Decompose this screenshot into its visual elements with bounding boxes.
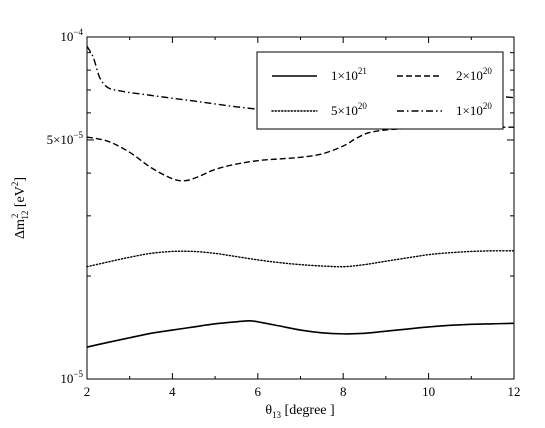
x-tick-label: 10 <box>422 384 435 399</box>
y-label-pre: Δm <box>13 219 28 239</box>
y-label-sub: 12 <box>20 211 30 220</box>
x-tick-label: 2 <box>84 384 91 399</box>
y-label-sup2: 2 <box>10 182 20 187</box>
legend-items: 1×1021 2×1020 5×1020 1×1020 <box>271 66 492 118</box>
series-line-2 <box>86 126 514 182</box>
y-tick-label: 10−5 <box>60 369 83 386</box>
y-label-mid: [eV <box>13 186 28 211</box>
y-tick-label: 5×10−5 <box>47 130 84 147</box>
legend-label-1: 1×1021 <box>331 66 367 83</box>
legend-label-4: 1×1020 <box>456 101 492 118</box>
legend-label-2: 2×1020 <box>456 66 492 83</box>
x-tick-label: 12 <box>508 384 521 399</box>
series-line-3 <box>86 250 515 268</box>
legend: 1×1021 2×1020 5×1020 1×1020 <box>256 51 504 130</box>
x-tick-label: 8 <box>340 384 347 399</box>
ticks-layer: 2 4 6 8 10 12 10−5 5×10−5 10−4 <box>47 27 521 399</box>
x-tick-label: 4 <box>169 384 176 399</box>
y-axis-label: Δm212 [eV2] <box>10 177 30 239</box>
legend-box <box>256 51 504 130</box>
legend-label-3: 5×1020 <box>331 101 367 118</box>
x-axis-label: θ13 [degree ] <box>265 403 334 420</box>
y-tick-label: 10−4 <box>60 27 83 44</box>
x-label-sub: 13 <box>272 410 282 420</box>
series-line-1 <box>86 319 515 348</box>
plot-frame <box>86 36 515 380</box>
x-tick-label: 6 <box>255 384 262 399</box>
y-label-post: ] <box>13 177 28 182</box>
y-label-sup: 2 <box>10 214 20 219</box>
x-label-rest: [degree ] <box>281 403 335 418</box>
x-label-main: θ <box>265 403 272 418</box>
